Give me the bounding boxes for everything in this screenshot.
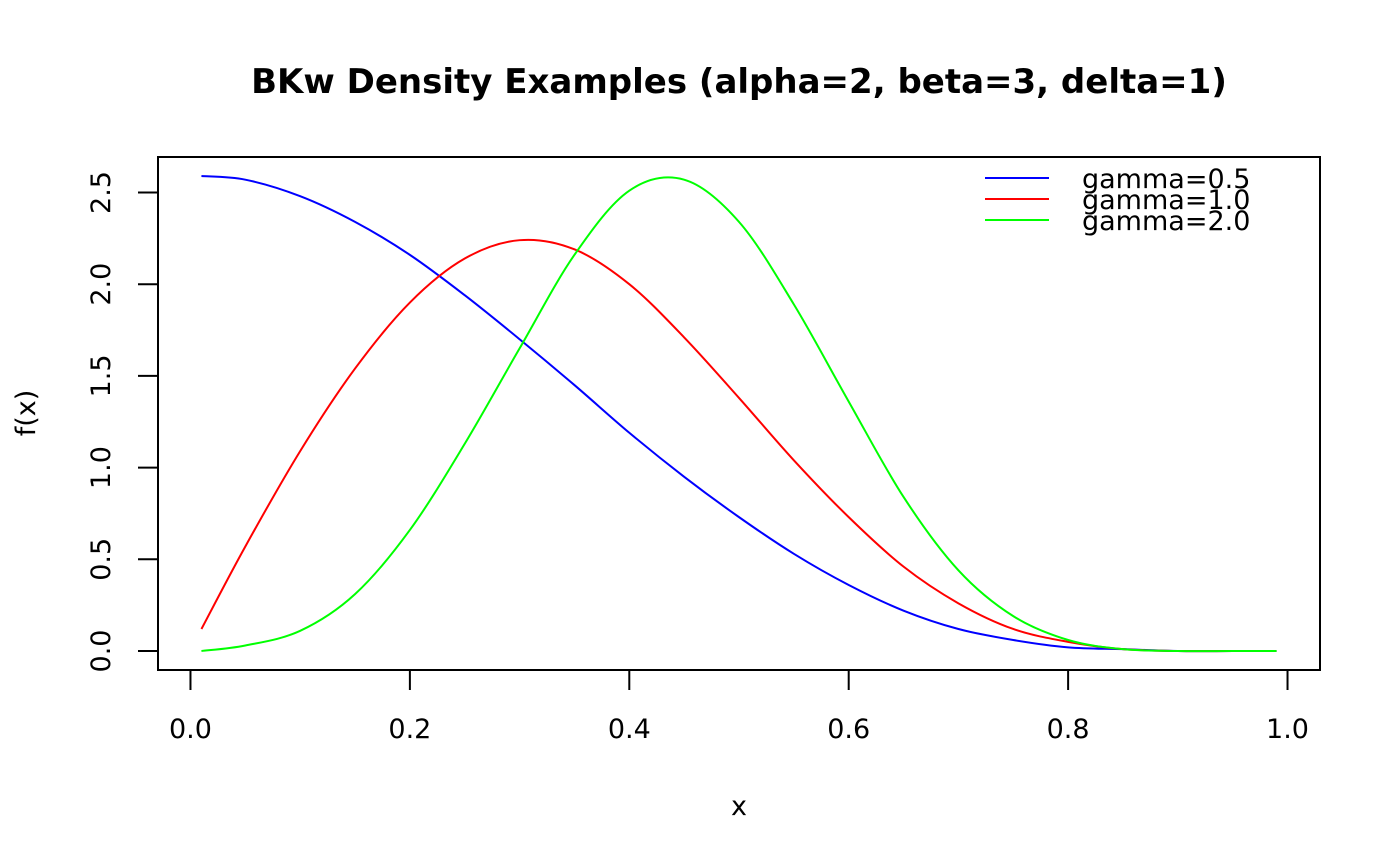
y-axis-label: f(x) — [11, 390, 42, 437]
chart-title: BKw Density Examples (alpha=2, beta=3, d… — [251, 62, 1227, 102]
y-tick-label: 2.0 — [86, 263, 117, 306]
series-line-1 — [201, 175, 1277, 653]
x-tick-label: 0.8 — [1047, 714, 1090, 745]
x-axis: 0.0 0.2 0.4 0.6 0.8 1.0 — [169, 669, 1309, 745]
series-line-3 — [201, 176, 1277, 653]
x-axis-label: x — [731, 791, 747, 822]
x-tick-label: 0.6 — [827, 714, 870, 745]
y-tick-label: 0.0 — [86, 630, 117, 673]
x-tick-label: 0.2 — [388, 714, 431, 745]
x-tick-label: 0.0 — [169, 714, 212, 745]
y-tick-label: 1.5 — [86, 354, 117, 397]
y-tick-label: 1.0 — [86, 446, 117, 489]
series-lines — [200, 175, 1277, 653]
legend-label: gamma=0.5 — [1082, 164, 1250, 195]
y-tick-label: 2.5 — [86, 171, 117, 214]
y-tick-label: 0.5 — [86, 538, 117, 581]
x-tick-label: 0.4 — [608, 714, 651, 745]
y-axis: 0.0 0.5 1.0 1.5 2.0 2.5 — [86, 171, 159, 673]
legend-label: gamma=1.0 — [1082, 185, 1250, 216]
series-line-2 — [200, 238, 1277, 653]
x-tick-label: 1.0 — [1266, 714, 1309, 745]
legend-label: gamma=2.0 — [1082, 206, 1250, 237]
